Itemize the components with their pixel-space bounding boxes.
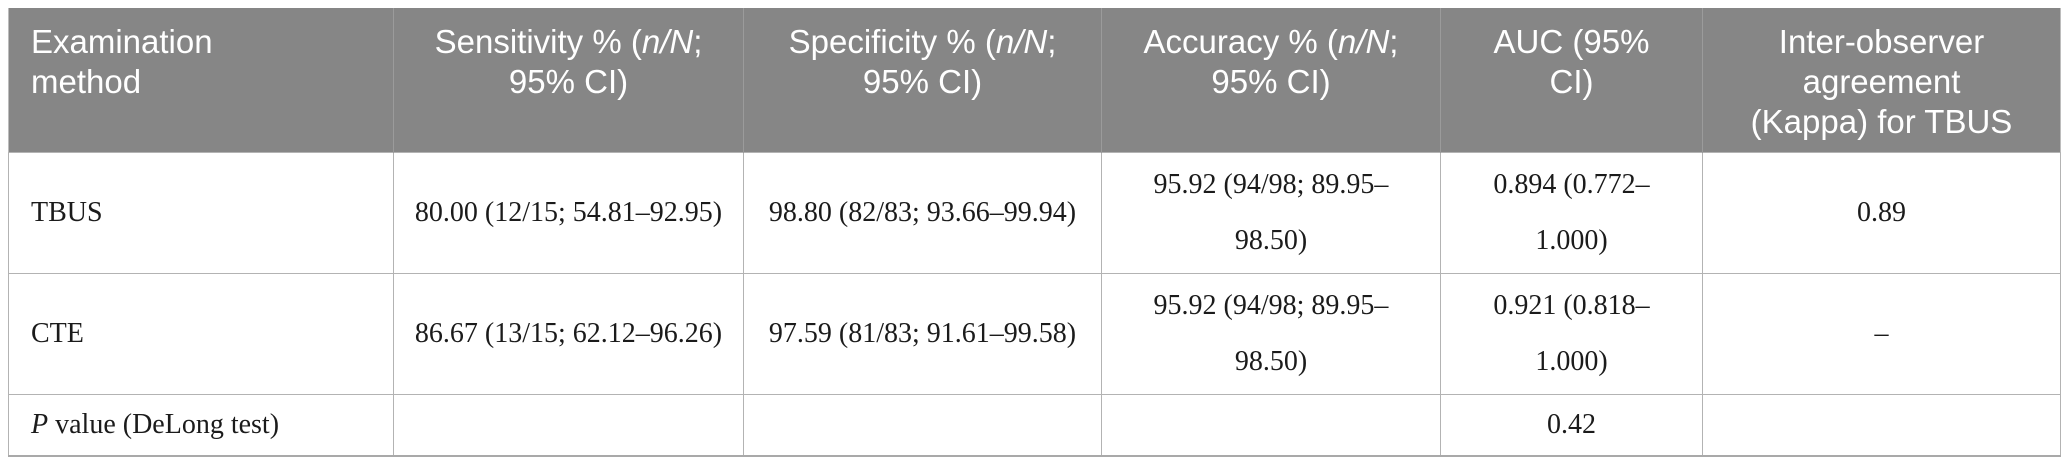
cell-pvalue-auc: 0.42 xyxy=(1440,393,1703,457)
header-text: ; xyxy=(1047,23,1057,60)
cell-pvalue-accuracy xyxy=(1101,393,1441,457)
cell-text: 98.50) xyxy=(1234,224,1308,256)
cell-cte-accuracy: 95.92 (94/98; 89.95– 98.50) xyxy=(1101,272,1441,395)
header-italic-nN: n/N xyxy=(995,23,1048,60)
header-text: ; xyxy=(1389,23,1399,60)
cell-pvalue-specificity xyxy=(743,393,1102,457)
header-text: ; xyxy=(693,23,703,60)
cell-tbus-accuracy: 95.92 (94/98; 89.95– 98.50) xyxy=(1101,151,1441,274)
cell-method-pvalue: P value (DeLong test) xyxy=(8,393,394,457)
cell-cte-sensitivity: 86.67 (13/15; 62.12–96.26) xyxy=(393,272,744,395)
header-specificity: Specificity % (n/N; 95% CI) xyxy=(743,8,1102,152)
header-text: 95% CI) xyxy=(1211,63,1331,100)
diagnostic-performance-table: Examination method Sensitivity % (n/N; 95%… xyxy=(8,8,2061,457)
header-text: AUC (95% xyxy=(1493,23,1650,60)
header-sensitivity: Sensitivity % (n/N; 95% CI) xyxy=(393,8,744,152)
header-text: 95% CI) xyxy=(508,63,629,100)
cell-text: 95.92 (94/98; 89.95– xyxy=(1153,168,1389,200)
header-text: method xyxy=(31,63,142,100)
cell-method-tbus: TBUS xyxy=(8,151,394,274)
header-italic-nN: n/N xyxy=(641,23,694,60)
header-examination-method: Examination method xyxy=(8,8,394,152)
cell-text: 1.000) xyxy=(1535,345,1608,377)
cell-text: value (DeLong test) xyxy=(48,408,280,440)
header-row: Examination method Sensitivity % (n/N; 95%… xyxy=(8,8,2061,152)
cell-method-cte: CTE xyxy=(8,272,394,395)
cell-text: 1.000) xyxy=(1535,224,1608,256)
header-text: Examination xyxy=(31,23,213,60)
header-accuracy: Accuracy % (n/N; 95% CI) xyxy=(1101,8,1441,152)
cell-cte-kappa: – xyxy=(1702,272,2061,395)
header-text: (Kappa) for TBUS xyxy=(1750,103,2013,140)
header-text: agreement xyxy=(1802,63,1961,100)
cell-text: 0.894 (0.772– xyxy=(1493,168,1650,200)
cell-cte-specificity: 97.59 (81/83; 91.61–99.58) xyxy=(743,272,1102,395)
header-auc: AUC (95% CI) xyxy=(1440,8,1703,152)
header-text: Sensitivity % ( xyxy=(434,23,642,60)
header-text: CI) xyxy=(1549,63,1594,100)
cell-pvalue-sensitivity xyxy=(393,393,744,457)
cell-pvalue-kappa xyxy=(1702,393,2061,457)
cell-cte-auc: 0.921 (0.818– 1.000) xyxy=(1440,272,1703,395)
table-row-cte: CTE 86.67 (13/15; 62.12–96.26) 97.59 (81… xyxy=(8,272,2061,395)
table-row-pvalue: P value (DeLong test) 0.42 xyxy=(8,393,2061,457)
header-text: 95% CI) xyxy=(862,63,983,100)
cell-text: 0.921 (0.818– xyxy=(1493,289,1650,321)
cell-tbus-sensitivity: 80.00 (12/15; 54.81–92.95) xyxy=(393,151,744,274)
header-interobserver-kappa: Inter-observer agreement (Kappa) for TBUS xyxy=(1702,8,2061,152)
cell-tbus-kappa: 0.89 xyxy=(1702,151,2061,274)
table-row-tbus: TBUS 80.00 (12/15; 54.81–92.95) 98.80 (8… xyxy=(8,151,2061,274)
cell-tbus-specificity: 98.80 (82/83; 93.66–99.94) xyxy=(743,151,1102,274)
header-italic-nN: n/N xyxy=(1337,23,1390,60)
cell-text: 98.50) xyxy=(1234,345,1308,377)
cell-text: 95.92 (94/98; 89.95– xyxy=(1153,289,1389,321)
header-text: Accuracy % ( xyxy=(1143,23,1338,60)
header-text: Inter-observer xyxy=(1778,23,1985,60)
cell-tbus-auc: 0.894 (0.772– 1.000) xyxy=(1440,151,1703,274)
header-text: Specificity % ( xyxy=(788,23,996,60)
cell-italic-P: P xyxy=(31,408,49,440)
